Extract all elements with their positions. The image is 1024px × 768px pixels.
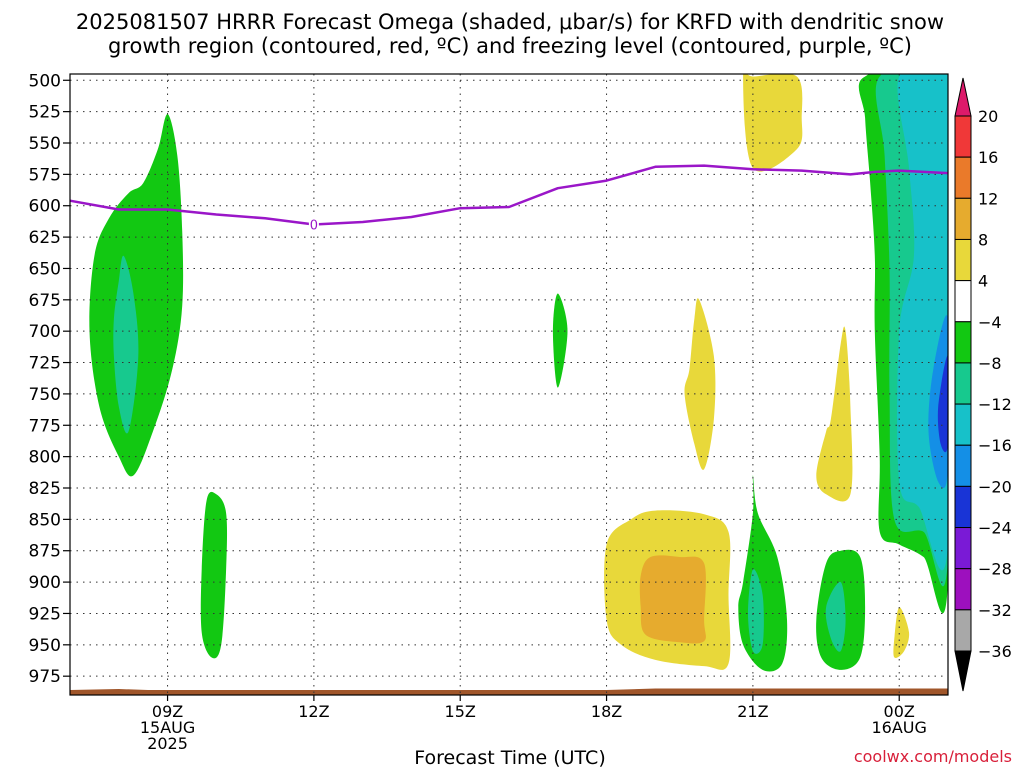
colorbar-label-10: −24 [978,519,1012,538]
y-tick-label-13: 825 [29,479,61,499]
y-tick-label-12: 800 [29,448,61,468]
omega-region-8 [748,569,764,654]
credit-text: coolwx.com/models [854,747,1012,766]
y-tick-label-7: 675 [29,291,61,311]
colorbar-label-8: −16 [978,436,1012,455]
chart-title-line1: 2025081507 HRRR Forecast Omega (shaded, … [76,10,944,34]
y-tick-label-2: 550 [29,134,61,154]
y-tick-label-4: 600 [29,197,61,217]
y-tick-label-14: 850 [29,510,61,530]
y-tick-label-10: 750 [29,385,61,405]
colorbar-bin-0 [954,115,972,158]
terrain-fill [70,688,948,695]
x-tick-label-5-1: 16AUG [872,718,927,737]
colorbar-label-7: −12 [978,395,1012,414]
x-axis-label: Forecast Time (UTC) [414,747,605,768]
omega-region-18 [937,356,948,453]
omega-region-13 [893,607,910,658]
chart-title-line2: growth region (contoured, red, ºC) and f… [108,34,912,58]
colorbar-label-0: 20 [978,107,998,126]
omega-region-0 [89,114,184,477]
freezing-level-label-bg [308,216,319,232]
colorbar-label-13: −36 [978,642,1012,661]
x-tick-label-5-0: 00Z [884,702,915,721]
omega-region-4 [684,298,716,470]
omega-shading [89,74,948,672]
colorbar-label-9: −20 [978,477,1012,496]
y-tick-label-6: 650 [29,259,61,279]
colorbar-bottom-arrow [954,650,972,692]
y-tick-label-0: 500 [29,71,61,91]
omega-region-10 [816,326,853,502]
y-axis-ticks: 500 525 550 575 600 625 650 675 700 725 750 775 800 8… [29,71,70,687]
y-tick-label-8: 700 [29,322,61,342]
x-tick-label-0-2: 2025 [147,734,188,753]
colorbar-bin-10 [954,527,972,570]
colorbar-bin-5 [954,321,972,364]
colorbar-bin-11 [954,568,972,611]
colorbar-label-2: 12 [978,189,998,208]
colorbar-bin-8 [954,444,972,487]
colorbar-bin-2 [954,197,972,240]
y-tick-label-19: 975 [29,667,61,687]
colorbar-bin-4 [954,280,972,323]
colorbar-bin-7 [954,403,972,446]
colorbar-bin-6 [954,362,972,405]
omega-region-16 [897,74,948,571]
y-tick-label-5: 625 [29,228,61,248]
colorbar-label-12: −32 [978,601,1012,620]
x-tick-label-4-0: 21Z [737,702,768,721]
plot-border [69,73,949,696]
colorbar: 20 16 12 8 4 −4 −8 −12 −16 −20 −24 −28 −32 −36 [954,77,1012,692]
omega-region-3 [552,293,568,388]
colorbar-bin-1 [954,156,972,199]
colorbar-label-6: −8 [978,354,1002,373]
y-tick-label-18: 950 [29,636,61,656]
colorbar-top-arrow [954,77,972,117]
x-tick-label-2-0: 15Z [445,702,476,721]
y-tick-label-17: 925 [29,604,61,624]
freezing-level-line [69,164,949,226]
y-tick-label-16: 900 [29,573,61,593]
colorbar-label-4: 4 [978,272,988,291]
omega-region-9 [743,74,803,172]
freezing-level-layer: 0 [69,164,949,234]
y-tick-label-3: 575 [29,165,61,185]
freezing-level-label: 0 [310,219,318,234]
colorbar-label-11: −28 [978,560,1012,579]
y-tick-label-11: 775 [29,416,61,436]
colorbar-bin-9 [954,485,972,529]
colorbar-label-1: 16 [978,148,998,167]
y-tick-label-9: 725 [29,354,61,374]
x-tick-label-0-0: 09Z [152,702,183,721]
terrain-strip [70,688,948,695]
y-tick-label-15: 875 [29,542,61,562]
y-tick-label-1: 525 [29,103,61,123]
x-tick-label-0-1: 15AUG [140,718,195,737]
omega-region-1 [113,255,139,434]
colorbar-bin-3 [954,238,972,282]
omega-region-2 [200,491,228,659]
colorbar-bin-12 [954,609,972,652]
colorbar-label-5: −4 [978,313,1002,332]
colorbar-label-3: 8 [978,230,988,249]
omega-region-6 [639,555,706,644]
x-tick-label-1-0: 12Z [298,702,329,721]
plot-frame [69,73,949,696]
omega-region-12 [825,581,846,652]
x-tick-label-3-0: 18Z [591,702,622,721]
